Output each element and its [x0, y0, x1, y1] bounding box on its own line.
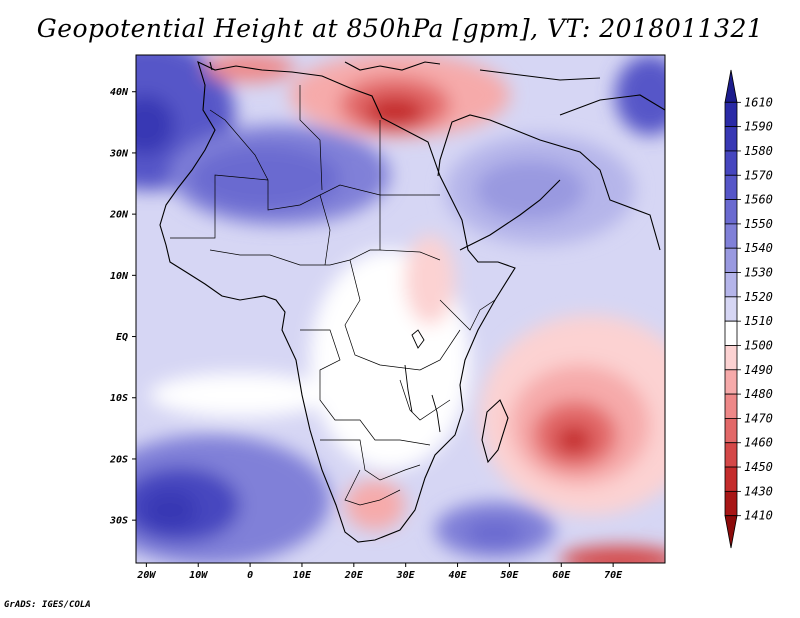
- colorbar-level-label: 1410: [744, 509, 773, 523]
- colorbar-swatch: [724, 418, 738, 444]
- colorbar-level-label: 1480: [744, 387, 773, 401]
- chart-title: Geopotential Height at 850hPa [gpm], VT:…: [36, 14, 764, 43]
- lat-tick-label: 20S: [109, 454, 128, 465]
- colorbar-swatch: [724, 247, 738, 273]
- lon-tick-label: 40E: [449, 570, 468, 581]
- colorbar-swatch: [724, 320, 738, 346]
- colorbar-swatch: [724, 345, 738, 371]
- colorbar-level-label: 1590: [744, 120, 773, 134]
- colorbar-level-label: 1580: [744, 144, 773, 158]
- colorbar-swatch: [724, 393, 738, 419]
- country-borders: [170, 85, 496, 506]
- colorbar-level-label: 1540: [744, 241, 773, 255]
- colorbar-swatch: [724, 174, 738, 200]
- lakes: [404, 329, 441, 433]
- colorbar-level-label: 1490: [744, 363, 773, 377]
- lon-tick-label: 10W: [189, 570, 208, 581]
- lat-tick-label: 20N: [109, 210, 129, 221]
- lon-tick-label: 10E: [293, 570, 312, 581]
- colorbar-level-label: 1610: [744, 95, 773, 109]
- coastlines: [159, 60, 665, 543]
- height-field: [136, 55, 665, 563]
- colorbar-level-label: 1430: [744, 484, 773, 498]
- colorbar-swatch: [724, 466, 738, 492]
- plot-frame: [135, 54, 666, 564]
- colorbar-swatch: [724, 296, 738, 322]
- colorbar-swatch: [724, 101, 738, 128]
- lon-tick-label: 70E: [604, 570, 623, 581]
- colorbar-swatch: [724, 490, 738, 517]
- lat-tick-label: EQ: [116, 332, 128, 343]
- lon-tick-label: 20E: [344, 570, 364, 581]
- colorbar-swatch: [724, 223, 738, 249]
- colorbar-level-label: 1560: [744, 193, 773, 207]
- lon-tick-label: 30E: [396, 570, 416, 581]
- colorbar-level-label: 1570: [744, 168, 773, 182]
- lat-tick-label: 10N: [110, 271, 129, 282]
- colorbar-level-label: 1510: [744, 314, 773, 328]
- colorbar-swatch: [724, 515, 738, 549]
- colorbar-level-label: 1460: [744, 436, 773, 450]
- colorbar-level-label: 1530: [744, 266, 773, 280]
- colorbar: 1610 1590 1580 1570 1560 1550 1540 1530 1520 1510…: [724, 69, 773, 549]
- colorbar-level-label: 1520: [744, 290, 773, 304]
- lon-tick-label: 50E: [500, 570, 519, 581]
- colorbar-swatch: [724, 69, 738, 103]
- colorbar-level-label: 1550: [744, 217, 773, 231]
- colorbar-level-label: 1500: [744, 338, 773, 352]
- colorbar-swatch: [724, 442, 738, 468]
- lat-tick-label: 40N: [110, 87, 129, 98]
- colorbar-swatch: [724, 272, 738, 298]
- colorbar-swatch: [724, 150, 738, 176]
- longitude-axis: 20W 10W 0 10E 20E 30E 40E 50E 60E 70E: [136, 563, 623, 581]
- lat-tick-label: 30N: [109, 148, 129, 159]
- lat-tick-label: 30S: [109, 516, 128, 527]
- lon-tick-label: 20W: [136, 570, 156, 581]
- lat-tick-label: 10S: [110, 393, 128, 404]
- lon-tick-label: 60E: [552, 570, 571, 581]
- credit-label: GrADS: IGES/COLA: [4, 600, 91, 610]
- lon-tick-label: 0: [247, 570, 253, 581]
- colorbar-swatch: [724, 199, 738, 225]
- colorbar-swatch: [724, 369, 738, 395]
- colorbar-level-label: 1450: [744, 460, 773, 474]
- latitude-axis: 40N 30N 20N 10N EQ 10S 20S 30S: [109, 87, 136, 527]
- colorbar-level-label: 1470: [744, 411, 773, 425]
- colorbar-swatch: [724, 126, 738, 152]
